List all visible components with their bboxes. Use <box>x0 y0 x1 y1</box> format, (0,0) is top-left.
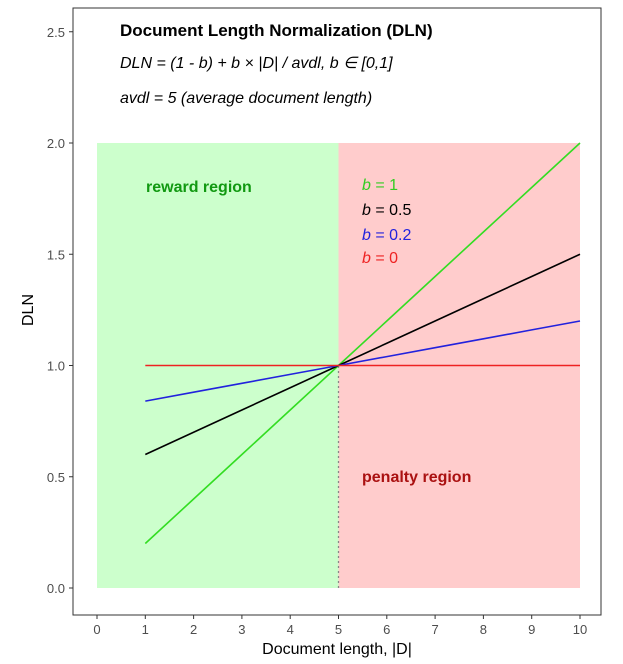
series-line-b-0-5 <box>144 253 581 456</box>
x-tick-label: 2 <box>190 622 197 637</box>
series-line-b-1 <box>144 142 581 545</box>
y-tick-label: 1.5 <box>47 247 65 262</box>
formula-annotation: DLN = (1 - b) + b × |D| / avdl, b ∈ [0,1… <box>120 55 393 72</box>
x-tick-label: 6 <box>383 622 390 637</box>
x-tick-label: 5 <box>335 622 342 637</box>
x-tick-label: 4 <box>287 622 294 637</box>
avdl-annotation: avdl = 5 (average document length) <box>120 90 372 107</box>
reward-region-label: reward region <box>146 179 252 196</box>
x-tick-label: 3 <box>238 622 245 637</box>
y-axis-title: DLN <box>20 294 37 326</box>
legend-label-3: b = 0.2 <box>362 227 411 244</box>
y-tick-label: 0.5 <box>47 470 65 485</box>
y-tick-label: 2.0 <box>47 136 65 151</box>
x-tick-label: 9 <box>528 622 535 637</box>
x-axis-title: Document length, |D| <box>262 641 412 658</box>
legend-label-4: b = 0 <box>362 250 398 267</box>
legend-label-2: b = 0.5 <box>362 202 411 219</box>
x-tick-label: 8 <box>480 622 487 637</box>
y-tick-label: 2.5 <box>47 25 65 40</box>
y-tick-label: 0.0 <box>47 581 65 596</box>
x-tick-label: 7 <box>431 622 438 637</box>
series-line-b-0-2 <box>145 320 581 402</box>
legend-label-1: b = 1 <box>362 177 398 194</box>
y-tick-label: 1.0 <box>47 359 65 374</box>
penalty-region-label: penalty region <box>362 469 471 486</box>
x-tick-label: 10 <box>573 622 587 637</box>
x-tick-label: 1 <box>142 622 149 637</box>
chart-title: Document Length Normalization (DLN) <box>120 21 433 40</box>
x-tick-label: 0 <box>93 622 100 637</box>
